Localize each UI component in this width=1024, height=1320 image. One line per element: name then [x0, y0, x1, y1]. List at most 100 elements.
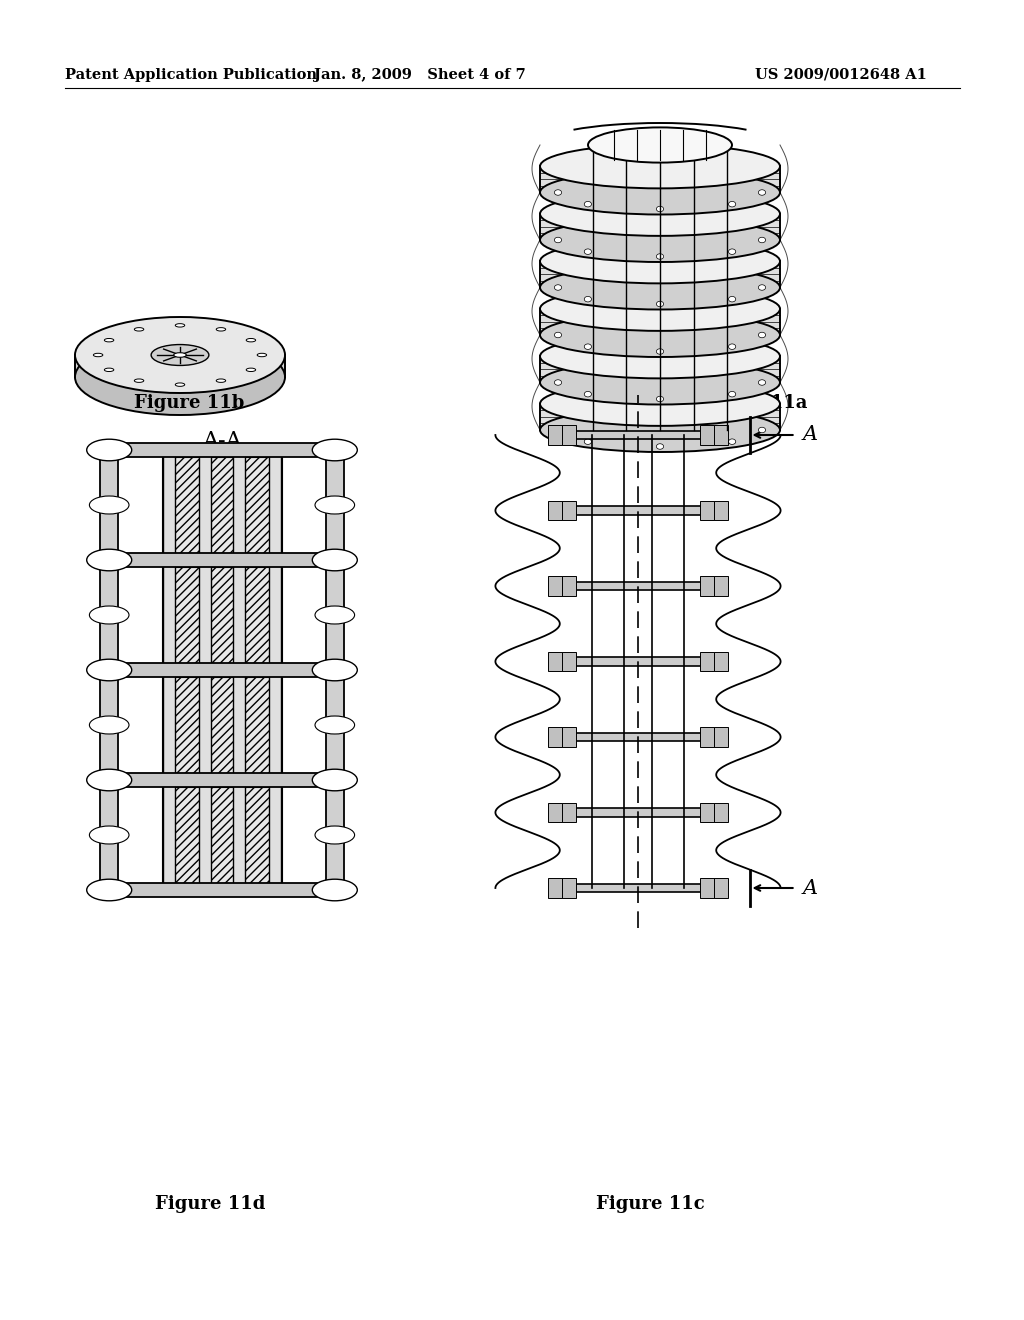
Bar — [540, 261, 780, 288]
Ellipse shape — [585, 202, 592, 207]
Ellipse shape — [585, 249, 592, 255]
Ellipse shape — [315, 715, 354, 734]
Bar — [548, 652, 562, 672]
Text: A: A — [803, 879, 818, 898]
Bar — [714, 652, 728, 672]
Bar — [714, 500, 728, 520]
Ellipse shape — [540, 218, 780, 261]
Ellipse shape — [87, 659, 132, 681]
Ellipse shape — [89, 715, 129, 734]
Ellipse shape — [585, 226, 592, 231]
Ellipse shape — [585, 368, 592, 374]
Ellipse shape — [104, 338, 114, 342]
Bar — [562, 576, 575, 595]
Ellipse shape — [540, 381, 780, 426]
Bar — [562, 803, 575, 822]
Bar — [564, 507, 712, 515]
Bar — [100, 772, 346, 787]
Ellipse shape — [728, 416, 735, 421]
Ellipse shape — [728, 392, 735, 397]
Text: Jan. 8, 2009   Sheet 4 of 7: Jan. 8, 2009 Sheet 4 of 7 — [314, 69, 526, 82]
Ellipse shape — [585, 178, 592, 183]
Ellipse shape — [759, 238, 766, 243]
Bar — [564, 808, 712, 817]
Ellipse shape — [93, 354, 102, 356]
Ellipse shape — [728, 249, 735, 255]
Text: Figure 11d: Figure 11d — [155, 1195, 265, 1213]
Bar — [540, 309, 780, 335]
Bar — [714, 727, 728, 747]
Text: A: A — [803, 425, 818, 445]
Ellipse shape — [315, 826, 354, 843]
Bar — [232, 450, 245, 890]
Bar — [700, 878, 714, 898]
Bar — [162, 457, 282, 553]
Bar — [548, 727, 562, 747]
Ellipse shape — [554, 333, 561, 338]
Bar — [268, 450, 281, 890]
Ellipse shape — [554, 238, 561, 243]
Ellipse shape — [312, 549, 357, 570]
Ellipse shape — [175, 323, 184, 327]
Text: Figure 11c: Figure 11c — [596, 1195, 705, 1213]
Bar — [564, 884, 712, 892]
Ellipse shape — [585, 416, 592, 421]
Bar — [562, 652, 575, 672]
Ellipse shape — [656, 411, 664, 416]
Ellipse shape — [315, 496, 354, 513]
Ellipse shape — [554, 285, 561, 290]
Ellipse shape — [312, 659, 357, 681]
Bar — [564, 733, 712, 741]
Ellipse shape — [315, 606, 354, 624]
Bar — [564, 657, 712, 665]
Ellipse shape — [585, 392, 592, 397]
Bar — [700, 500, 714, 520]
Ellipse shape — [656, 206, 664, 211]
Ellipse shape — [75, 339, 285, 414]
Ellipse shape — [540, 360, 780, 404]
Ellipse shape — [540, 286, 780, 331]
Ellipse shape — [759, 285, 766, 290]
Bar — [540, 404, 780, 430]
Bar — [540, 214, 780, 240]
Bar — [100, 442, 346, 457]
Bar — [163, 450, 175, 890]
Ellipse shape — [759, 428, 766, 433]
Ellipse shape — [728, 297, 735, 302]
Ellipse shape — [75, 317, 285, 393]
Bar — [562, 878, 575, 898]
Ellipse shape — [728, 226, 735, 231]
Ellipse shape — [257, 354, 266, 356]
Ellipse shape — [585, 273, 592, 279]
Ellipse shape — [89, 826, 129, 843]
Text: US 2009/0012648 A1: US 2009/0012648 A1 — [755, 69, 927, 82]
Bar — [162, 677, 282, 772]
Ellipse shape — [656, 173, 664, 178]
Ellipse shape — [312, 879, 357, 900]
Bar — [548, 878, 562, 898]
Ellipse shape — [152, 345, 209, 366]
Bar — [564, 430, 712, 440]
Bar — [714, 878, 728, 898]
Bar — [200, 450, 211, 890]
Ellipse shape — [656, 253, 664, 259]
Bar — [548, 425, 562, 445]
Ellipse shape — [759, 190, 766, 195]
Ellipse shape — [728, 440, 735, 445]
Ellipse shape — [540, 408, 780, 451]
Bar — [562, 500, 575, 520]
Ellipse shape — [759, 333, 766, 338]
Bar — [562, 425, 575, 445]
Ellipse shape — [312, 770, 357, 791]
Ellipse shape — [585, 440, 592, 445]
Ellipse shape — [656, 444, 664, 449]
Ellipse shape — [89, 606, 129, 624]
Bar — [169, 370, 191, 379]
Ellipse shape — [759, 380, 766, 385]
Ellipse shape — [175, 383, 184, 387]
Ellipse shape — [87, 440, 132, 461]
Ellipse shape — [728, 345, 735, 350]
Ellipse shape — [656, 301, 664, 306]
Ellipse shape — [728, 368, 735, 374]
Text: A-A: A-A — [202, 430, 242, 451]
